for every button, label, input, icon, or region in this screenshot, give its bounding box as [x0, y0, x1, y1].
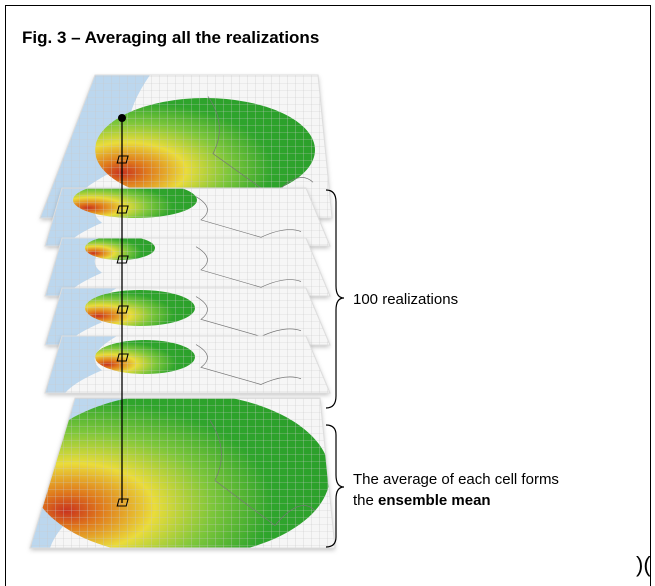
grid — [45, 238, 330, 296]
map-layer — [40, 182, 330, 246]
map-content — [25, 393, 335, 557]
grid — [45, 336, 330, 393]
map-layer — [40, 236, 330, 296]
figure: Fig. 3 – Averaging all the realizations … — [0, 0, 655, 586]
corner-fragment: )( — [636, 552, 651, 577]
ensemble-label-bold: ensemble mean — [378, 492, 491, 509]
map-content — [40, 236, 330, 296]
map-content — [40, 336, 330, 393]
map-stack — [25, 75, 335, 557]
map-layer — [40, 336, 330, 393]
map-layer — [25, 393, 335, 557]
realizations-label: 100 realizations — [353, 291, 458, 308]
ensemble-label-prefix: the — [353, 492, 374, 509]
title: Fig. 3 – Averaging all the realizations — [22, 28, 319, 47]
map-content — [40, 182, 330, 246]
grid — [30, 398, 335, 548]
ensemble-label-line2: the ensemble mean — [353, 492, 491, 509]
ensemble-label-line1: The average of each cell forms — [353, 471, 559, 488]
grid — [45, 188, 330, 246]
